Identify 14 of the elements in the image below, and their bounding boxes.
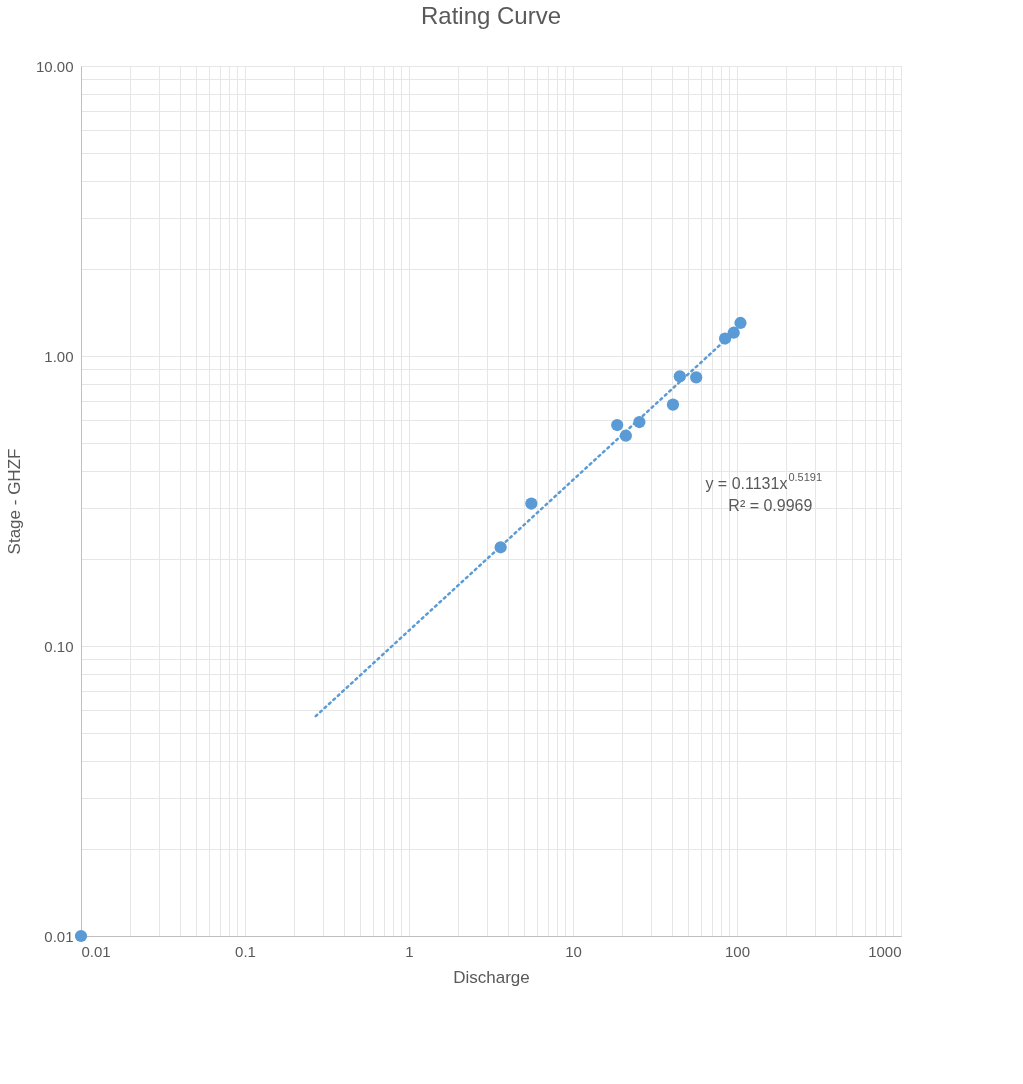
x-tick-label: 1000 bbox=[868, 942, 902, 960]
y-tick-label: 0.10 bbox=[44, 637, 74, 655]
y-tick-label: 10.00 bbox=[35, 57, 74, 75]
y-tick-label: 0.01 bbox=[44, 927, 74, 945]
x-axis-title: Discharge bbox=[453, 967, 530, 987]
y-axis-title: Stage - GHZF bbox=[4, 448, 24, 555]
chart-title: Rating Curve bbox=[420, 2, 562, 29]
y-tick-label: 1.00 bbox=[44, 347, 74, 365]
x-tick-label: 10 bbox=[565, 942, 582, 960]
x-tick-label: 0.01 bbox=[81, 942, 111, 960]
x-tick-label: 1 bbox=[405, 942, 414, 960]
x-tick-label: 0.1 bbox=[235, 942, 256, 960]
annotation: R² = 0.9969 bbox=[728, 496, 813, 514]
x-tick-label: 100 bbox=[724, 942, 751, 960]
